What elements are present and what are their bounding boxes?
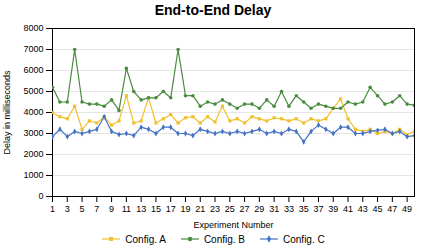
svg-text:4000: 4000 (23, 107, 43, 117)
svg-text:41: 41 (343, 204, 353, 214)
svg-text:47: 47 (387, 204, 397, 214)
svg-text:25: 25 (225, 204, 235, 214)
svg-text:3: 3 (65, 204, 70, 214)
svg-text:7000: 7000 (23, 44, 43, 54)
svg-text:15: 15 (151, 204, 161, 214)
html-text:Config. C: Config. C (283, 233, 325, 245)
html-text:End-to-End Delay: End-to-End Delay (154, 2, 272, 18)
svg-text:31: 31 (269, 204, 279, 214)
svg-text:7: 7 (94, 204, 99, 214)
svg-text:Delay in milliseconds: Delay in milliseconds (2, 70, 12, 155)
svg-text:43: 43 (358, 204, 368, 214)
svg-text:35: 35 (299, 204, 309, 214)
svg-text:9: 9 (109, 204, 114, 214)
svg-text:2000: 2000 (23, 149, 43, 159)
svg-text:13: 13 (136, 204, 146, 214)
svg-text:49: 49 (402, 204, 412, 214)
svg-text:5: 5 (80, 204, 85, 214)
html-text:Config. A: Config. A (125, 233, 166, 245)
svg-text:0: 0 (38, 191, 43, 201)
svg-text:33: 33 (284, 204, 294, 214)
svg-text:6000: 6000 (23, 65, 43, 75)
svg-text:37: 37 (313, 204, 323, 214)
svg-text:5000: 5000 (23, 86, 43, 96)
svg-text:11: 11 (122, 204, 131, 214)
svg-text:21: 21 (195, 204, 205, 214)
svg-text:45: 45 (373, 204, 383, 214)
svg-text:19: 19 (180, 204, 190, 214)
svg-text:17: 17 (166, 204, 176, 214)
svg-text:8000: 8000 (23, 23, 43, 33)
svg-text:39: 39 (328, 204, 338, 214)
svg-text:27: 27 (240, 204, 250, 214)
svg-text:29: 29 (254, 204, 264, 214)
svg-text:Experiment Number: Experiment Number (193, 220, 273, 230)
html-text:Config. B: Config. B (203, 233, 245, 245)
svg-text:23: 23 (210, 204, 220, 214)
svg-text:3000: 3000 (23, 128, 43, 138)
svg-text:1000: 1000 (23, 170, 43, 180)
svg-text:1: 1 (50, 204, 55, 214)
